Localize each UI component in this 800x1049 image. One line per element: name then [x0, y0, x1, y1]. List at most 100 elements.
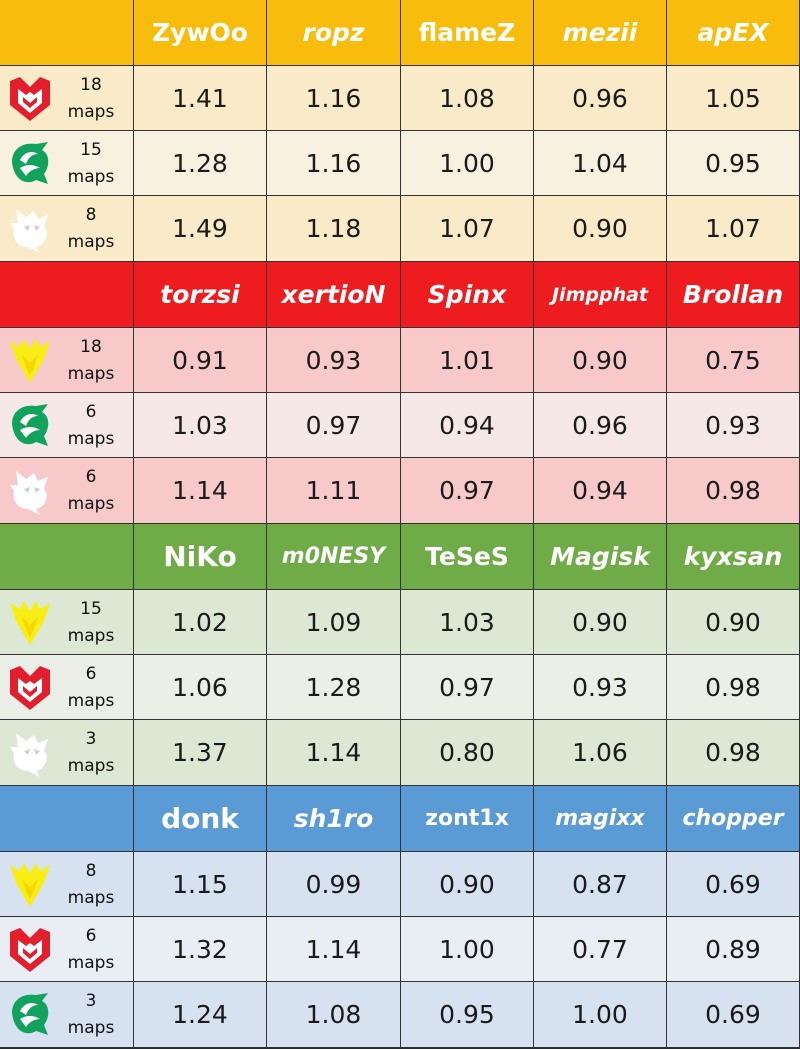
map-count: 8 — [85, 861, 97, 881]
table-row: 18 maps 1.41 1.16 1.08 0.96 1.05 — [0, 66, 800, 131]
falcons-logo-icon — [6, 400, 54, 452]
player-name: mezii — [534, 0, 667, 66]
rating-value: 1.41 — [134, 66, 267, 131]
table-row: 8 maps 1.15 0.99 0.90 0.87 0.69 — [0, 852, 800, 917]
mouz-logo-icon — [6, 924, 54, 976]
corner-cell — [0, 0, 134, 66]
map-count-unit: maps — [67, 364, 115, 384]
rating-value: 1.02 — [134, 590, 267, 655]
player-name: m0NESY — [267, 524, 401, 590]
rating-value: 1.28 — [134, 131, 267, 196]
player-name: ZywOo — [134, 0, 267, 66]
rating-value: 0.90 — [667, 590, 800, 655]
header-row: ZywOo ropz flameZ mezii apEX — [0, 0, 800, 66]
player-name: xertioN — [267, 262, 401, 328]
map-count: 3 — [85, 729, 97, 749]
header-row: torzsi xertioN Spinx Jimpphat Brollan — [0, 262, 800, 328]
rating-value: 0.90 — [401, 852, 534, 917]
rating-value: 1.08 — [267, 982, 401, 1048]
vitality-logo-icon — [6, 859, 54, 911]
rating-value: 0.69 — [667, 852, 800, 917]
header-row: NiKo m0NESY TeSeS Magisk kyxsan — [0, 524, 800, 590]
rating-value: 0.69 — [667, 982, 800, 1048]
player-name: chopper — [667, 786, 800, 852]
table-row: 18 maps 0.91 0.93 1.01 0.90 0.75 — [0, 328, 800, 393]
player-name: Brollan — [667, 262, 800, 328]
table-row: 15 maps 1.28 1.16 1.00 1.04 0.95 — [0, 131, 800, 196]
map-count-unit: maps — [67, 429, 115, 449]
rating-value: 1.14 — [134, 458, 267, 524]
header-row: donk sh1ro zont1x magixx chopper — [0, 786, 800, 852]
rating-value: 1.01 — [401, 328, 534, 393]
map-count-unit: maps — [67, 102, 115, 122]
table-row: 6 maps 1.32 1.14 1.00 0.77 0.89 — [0, 917, 800, 982]
rating-value: 0.90 — [534, 328, 667, 393]
rating-value: 0.94 — [401, 393, 534, 458]
map-count-unit: maps — [67, 1018, 115, 1038]
mouz-logo-icon — [6, 73, 54, 125]
player-name: TeSeS — [401, 524, 534, 590]
rating-value: 0.98 — [667, 720, 800, 786]
team-cell: 3 maps — [0, 982, 134, 1048]
rating-value: 0.90 — [534, 196, 667, 262]
corner-cell — [0, 524, 134, 590]
rating-value: 1.14 — [267, 917, 401, 982]
map-count: 3 — [85, 991, 97, 1011]
rating-value: 1.18 — [267, 196, 401, 262]
corner-cell — [0, 262, 134, 328]
player-name: torzsi — [134, 262, 267, 328]
player-name: magixx — [534, 786, 667, 852]
rating-value: 1.03 — [134, 393, 267, 458]
rating-value: 0.89 — [667, 917, 800, 982]
map-count: 6 — [85, 467, 97, 487]
spirit-logo-icon — [6, 203, 54, 255]
rating-value: 1.15 — [134, 852, 267, 917]
rating-value: 0.97 — [401, 655, 534, 720]
team-cell: 6 maps — [0, 393, 134, 458]
team-cell: 8 maps — [0, 196, 134, 262]
team-cell: 8 maps — [0, 852, 134, 917]
team-cell: 18 maps — [0, 66, 134, 131]
team-cell: 15 maps — [0, 131, 134, 196]
rating-value: 1.08 — [401, 66, 534, 131]
rating-value: 1.16 — [267, 131, 401, 196]
rating-value: 1.00 — [401, 131, 534, 196]
rating-value: 1.00 — [534, 982, 667, 1048]
table-row: 15 maps 1.02 1.09 1.03 0.90 0.90 — [0, 590, 800, 655]
table-row: 6 maps 1.06 1.28 0.97 0.93 0.98 — [0, 655, 800, 720]
rating-value: 0.75 — [667, 328, 800, 393]
map-count-unit: maps — [67, 953, 115, 973]
team-cell: 6 maps — [0, 655, 134, 720]
table-row: 8 maps 1.49 1.18 1.07 0.90 1.07 — [0, 196, 800, 262]
map-count-unit: maps — [67, 756, 115, 776]
rating-value: 1.04 — [534, 131, 667, 196]
rating-value: 0.77 — [534, 917, 667, 982]
rating-value: 1.07 — [667, 196, 800, 262]
rating-value: 1.07 — [401, 196, 534, 262]
rating-value: 0.93 — [534, 655, 667, 720]
rating-value: 1.32 — [134, 917, 267, 982]
rating-value: 0.87 — [534, 852, 667, 917]
map-count: 8 — [85, 205, 97, 225]
rating-value: 0.98 — [667, 655, 800, 720]
table-row: 6 maps 1.14 1.11 0.97 0.94 0.98 — [0, 458, 800, 524]
team-cell: 15 maps — [0, 590, 134, 655]
mouz-logo-icon — [6, 662, 54, 714]
rating-value: 0.97 — [267, 393, 401, 458]
map-count-unit: maps — [67, 626, 115, 646]
player-name: flameZ — [401, 0, 534, 66]
rating-value: 1.06 — [534, 720, 667, 786]
rating-value: 1.03 — [401, 590, 534, 655]
rating-value: 0.94 — [534, 458, 667, 524]
rating-value: 0.80 — [401, 720, 534, 786]
map-count: 15 — [80, 599, 102, 619]
falcons-logo-icon — [6, 989, 54, 1041]
map-count: 6 — [85, 664, 97, 684]
map-count-unit: maps — [67, 494, 115, 514]
player-name: Magisk — [534, 524, 667, 590]
map-count-unit: maps — [67, 691, 115, 711]
rating-value: 0.96 — [534, 66, 667, 131]
falcons-logo-icon — [6, 138, 54, 190]
rating-value: 1.37 — [134, 720, 267, 786]
